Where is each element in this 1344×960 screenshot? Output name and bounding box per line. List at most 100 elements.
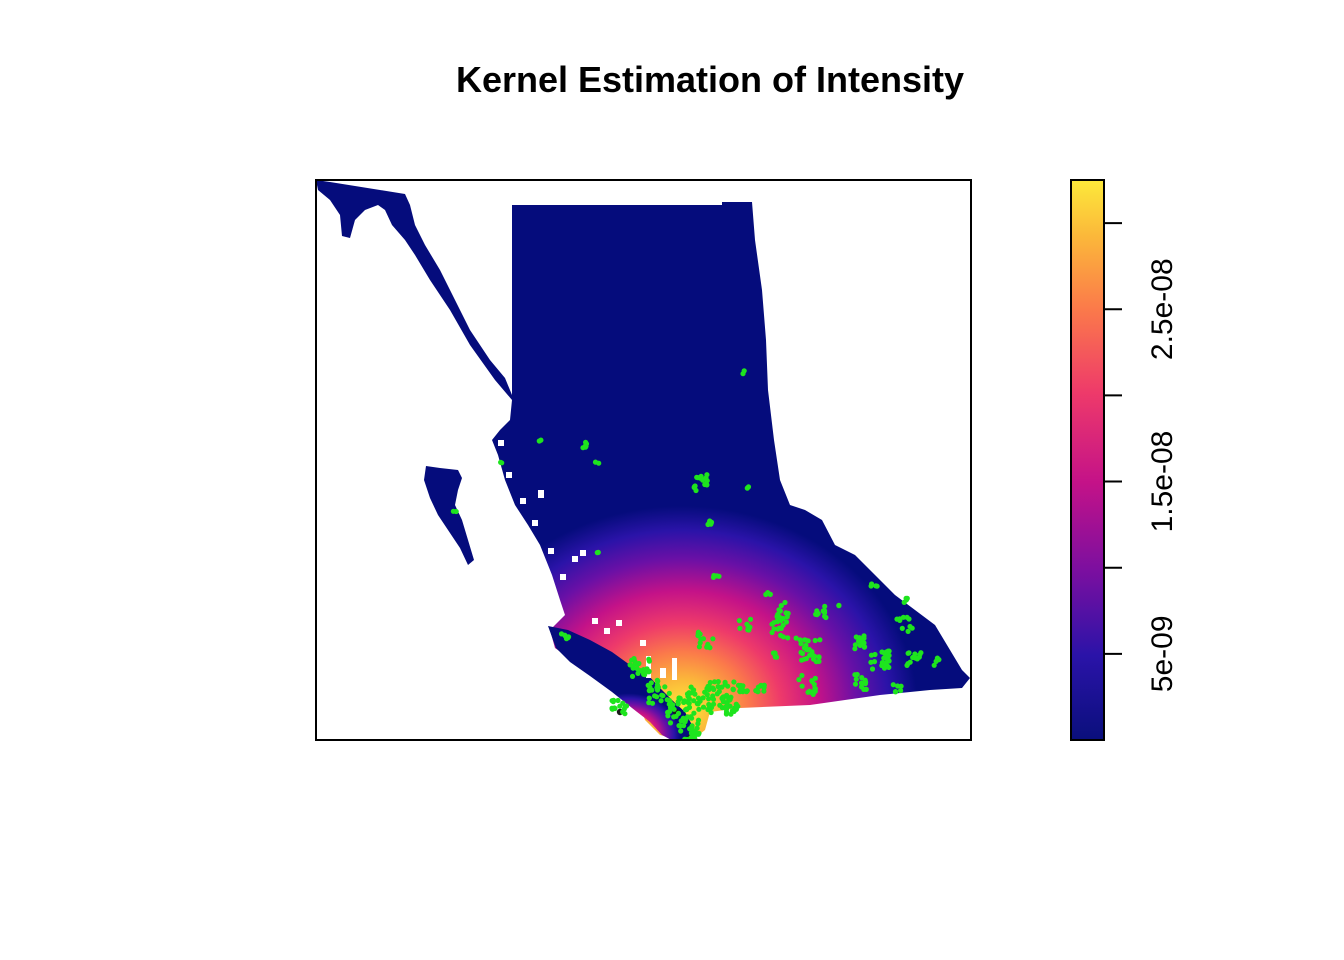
event-point-29: [691, 484, 697, 491]
event-point-458: [723, 711, 730, 717]
event-point-9: [582, 443, 589, 449]
event-point-203: [862, 681, 869, 687]
event-point-92: [776, 625, 782, 631]
event-point-439: [609, 706, 616, 712]
event-point-333: [682, 707, 689, 713]
colorbar-tick-label-0: 5e-09: [1146, 615, 1179, 692]
event-point-348: [688, 714, 694, 720]
event-point-37: [707, 518, 713, 524]
event-point-138: [803, 647, 810, 653]
event-point-240: [812, 688, 818, 694]
event-point-57: [901, 599, 907, 606]
event-point-114: [700, 636, 707, 642]
event-point-408: [631, 656, 637, 662]
event-point-375: [678, 728, 684, 734]
event-point-255: [743, 689, 750, 695]
event-point-322: [706, 703, 713, 709]
event-point-290: [727, 696, 733, 702]
event-point-160: [905, 628, 911, 635]
event-point-11: [592, 459, 599, 465]
event-point-258: [707, 679, 713, 686]
event-point-434: [620, 709, 626, 715]
event-point-281: [712, 679, 718, 685]
event-point-308: [694, 701, 700, 707]
event-point-216: [931, 662, 937, 668]
event-point-410: [646, 658, 653, 664]
event-point-396: [662, 684, 668, 690]
event-point-246: [774, 654, 780, 660]
event-point-213: [904, 662, 910, 669]
event-point-463: [753, 688, 759, 694]
event-point-339: [691, 710, 697, 716]
event-point-234: [811, 681, 817, 687]
event-point-210: [910, 654, 916, 661]
event-point-320: [710, 696, 717, 702]
event-point-52: [869, 581, 875, 587]
event-point-239: [807, 689, 814, 695]
colorbar-ramp: [1070, 179, 1105, 741]
event-point-88: [780, 634, 787, 640]
event-point-99: [737, 625, 743, 631]
event-point-247: [770, 650, 777, 656]
event-point-115: [695, 633, 701, 639]
event-point-370: [687, 726, 693, 732]
event-point-190: [886, 664, 892, 671]
event-point-64: [778, 603, 784, 609]
event-point-441: [609, 698, 615, 704]
event-point-93: [780, 622, 786, 628]
event-point-311: [686, 690, 692, 696]
event-point-56: [904, 595, 910, 602]
event-point-394: [666, 690, 672, 697]
event-point-13: [498, 459, 504, 465]
event-point-299: [700, 695, 706, 701]
event-point-437: [615, 697, 621, 704]
plot-border: [315, 179, 972, 741]
event-point-422: [646, 668, 652, 674]
event-point-163: [897, 616, 903, 622]
event-point-173: [871, 659, 878, 665]
event-point-67: [785, 610, 791, 617]
event-point-144: [798, 641, 804, 647]
event-point-399: [645, 682, 651, 688]
colorbar-tick-label-2: 1.5e-08: [1146, 431, 1179, 533]
event-point-278: [725, 683, 731, 689]
event-point-467: [761, 688, 767, 694]
event-point-355: [673, 713, 679, 719]
event-point-377: [696, 730, 702, 736]
event-point-338: [686, 704, 693, 711]
event-point-69: [776, 614, 782, 620]
event-point-400: [660, 693, 666, 699]
event-point-155: [852, 642, 859, 648]
event-point-215: [916, 654, 922, 660]
event-point-193: [858, 680, 865, 686]
event-point-237: [799, 672, 805, 679]
event-point-71: [822, 603, 828, 610]
event-point-53: [873, 583, 879, 589]
event-point-314: [704, 692, 710, 698]
event-point-140: [802, 637, 808, 643]
event-point-374: [692, 728, 698, 734]
event-point-49: [767, 591, 773, 598]
event-point-214: [918, 650, 924, 656]
event-point-153: [856, 635, 863, 641]
island-vancouver: [548, 626, 692, 740]
event-point-116: [707, 645, 713, 651]
event-point-79: [815, 610, 821, 617]
event-point-31: [745, 484, 752, 490]
event-point-165: [907, 623, 913, 630]
event-point-196: [852, 672, 858, 678]
event-point-104: [745, 627, 751, 633]
plot-area: [315, 179, 972, 741]
event-point-353: [665, 709, 671, 716]
event-point-321: [691, 698, 697, 704]
island-haida-gwaii: [424, 466, 474, 565]
colorbar-ticks: 5e-09 1.5e-08 2.5e-08: [1104, 222, 1179, 692]
event-point-236: [796, 677, 802, 683]
event-point-191: [886, 652, 892, 659]
event-point-291: [730, 687, 736, 693]
event-point-325: [704, 685, 710, 692]
event-point-220: [890, 682, 896, 688]
event-point-157: [852, 646, 858, 652]
event-point-416: [636, 660, 642, 667]
